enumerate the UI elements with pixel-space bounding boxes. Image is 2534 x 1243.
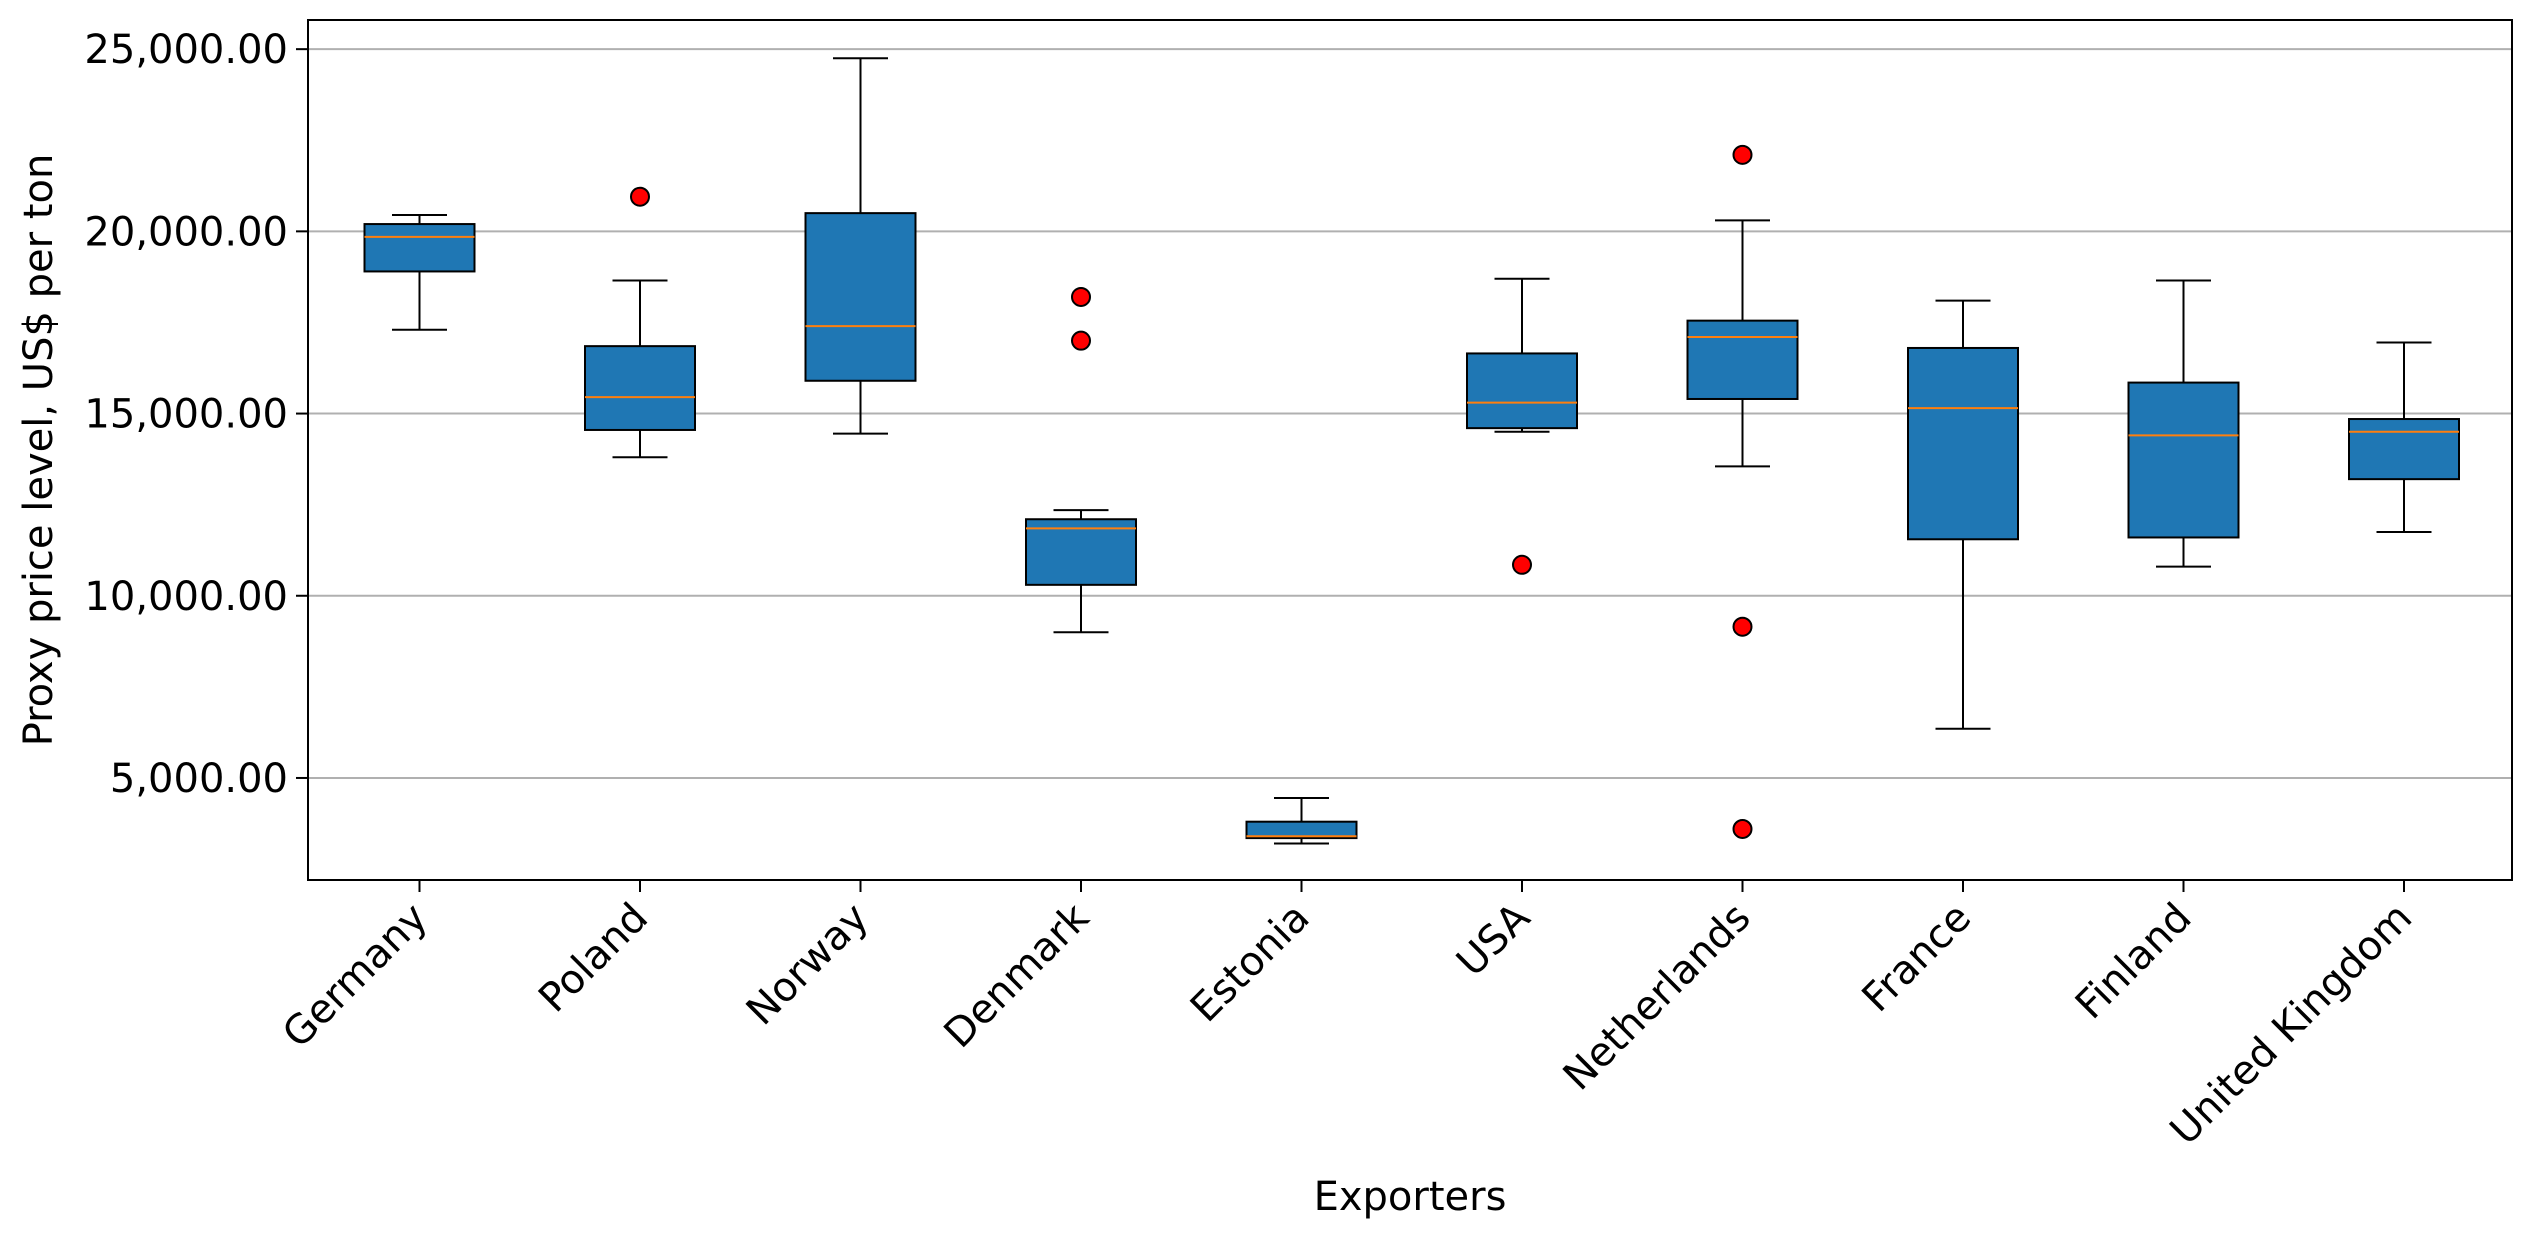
plot-area-frame xyxy=(307,19,2513,881)
outlier-point xyxy=(1071,330,1091,351)
box-usa xyxy=(1466,277,1578,575)
outlier-point xyxy=(1732,818,1753,839)
iqr-box xyxy=(1466,352,1578,430)
box-netherlands xyxy=(1686,144,1799,839)
y-tick-label: 25,000.00 xyxy=(84,27,288,73)
box-estonia xyxy=(1245,797,1358,845)
y-tick-label: 15,000.00 xyxy=(84,392,288,438)
iqr-box xyxy=(363,223,476,273)
box-france xyxy=(1907,299,2019,730)
x-tick-label: Netherlands xyxy=(1555,895,1760,1100)
x-tick-label: Germany xyxy=(274,895,437,1058)
iqr-box xyxy=(2348,418,2460,481)
box-germany xyxy=(363,213,476,331)
y-tick-label: 5,000.00 xyxy=(110,756,288,802)
outlier-point xyxy=(1732,144,1753,165)
x-tick-label: USA xyxy=(1448,894,1540,986)
outlier-point xyxy=(1071,286,1091,307)
iqr-box xyxy=(1686,319,1799,400)
iqr-box xyxy=(1245,820,1358,840)
x-tick-label: Estonia xyxy=(1182,895,1319,1032)
box-norway xyxy=(804,57,917,435)
x-axis: Germany Poland Norway Denmark Estonia USA Neth… xyxy=(274,880,2421,1154)
box-denmark xyxy=(1025,286,1137,634)
x-tick-label: Denmark xyxy=(936,894,1099,1057)
iqr-box xyxy=(1907,346,2019,541)
boxes-layer xyxy=(363,57,2460,845)
x-tick-label: United Kingdom xyxy=(2162,895,2422,1155)
y-tick-label: 10,000.00 xyxy=(84,574,288,620)
x-tick-label: France xyxy=(1853,895,1980,1022)
box-finland xyxy=(2127,279,2240,568)
outlier-point xyxy=(630,186,650,207)
outlier-point xyxy=(1732,616,1753,637)
outlier-point xyxy=(1512,554,1532,575)
iqr-box xyxy=(804,212,917,382)
iqr-box xyxy=(1025,518,1137,586)
iqr-box xyxy=(584,345,696,431)
y-axis: 5,000.00 10,000.00 15,000.00 20,000.00 25,00… xyxy=(84,27,308,802)
box-poland xyxy=(584,186,696,459)
y-axis-title: Proxy price level, US$ per ton xyxy=(16,154,62,747)
iqr-box xyxy=(2127,381,2240,539)
x-tick-label: Poland xyxy=(530,895,657,1022)
y-tick-label: 20,000.00 xyxy=(84,209,288,255)
box-united-kingdom xyxy=(2348,341,2460,533)
x-tick-label: Norway xyxy=(738,895,878,1035)
x-tick-label: Finland xyxy=(2067,895,2201,1029)
x-axis-title: Exporters xyxy=(1314,1174,1507,1220)
